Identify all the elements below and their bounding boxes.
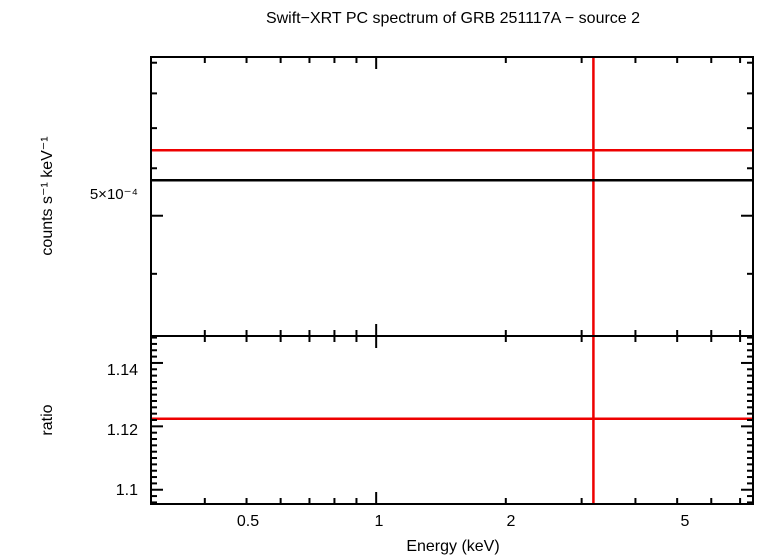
x-tick-label: 0.5 <box>237 513 259 530</box>
x-tick-label: 5 <box>681 513 690 530</box>
x-tick-label: 2 <box>507 513 516 530</box>
ratio-y-tick-label: 1.14 <box>107 362 138 379</box>
spectrum-panel-frame <box>150 56 754 337</box>
ratio-panel-frame <box>150 335 754 505</box>
ratio-y-tick-label: 1.1 <box>116 482 138 499</box>
spectrum-y-tick-label: 5×10⁻⁴ <box>90 186 138 203</box>
ratio-panel <box>150 335 754 505</box>
spectrum-panel <box>150 56 754 337</box>
ratio-y-tick-label: 1.12 <box>107 422 138 439</box>
ratio-y-axis-label: ratio <box>39 404 56 435</box>
x-axis-label: Energy (keV) <box>406 538 499 555</box>
spectrum-y-axis-label: counts s⁻¹ keV⁻¹ <box>39 136 56 255</box>
x-tick-label: 1 <box>375 513 384 530</box>
chart-title: Swift−XRT PC spectrum of GRB 251117A − s… <box>266 10 640 27</box>
